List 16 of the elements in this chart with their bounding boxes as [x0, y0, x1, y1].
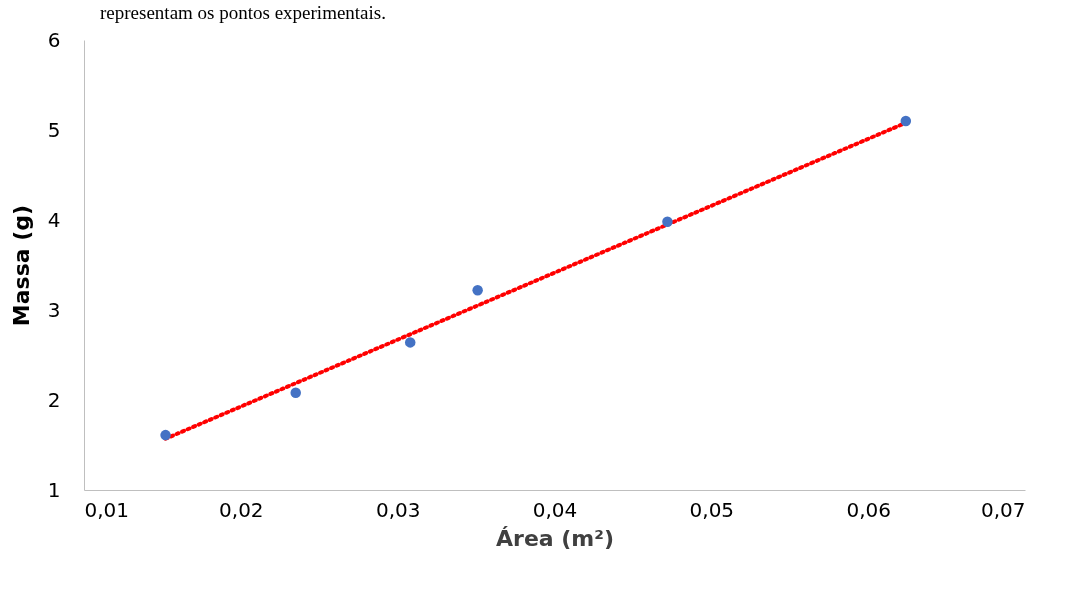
x-tick-label: 0,06	[846, 497, 891, 522]
y-tick-label: 4	[47, 207, 61, 232]
x-tick-label: 0,07	[980, 497, 1026, 522]
y-tick-label: 2	[47, 387, 61, 412]
text: representam os pontos experimentais.	[100, 2, 386, 24]
x-tick-label: 0,05	[689, 497, 735, 522]
y-tick-label: 1	[47, 477, 61, 502]
x-axis-title: Área (m²)	[496, 525, 614, 551]
x-tick-label: 0,01	[84, 497, 130, 522]
x-tick-label: 0,02	[219, 497, 264, 522]
x-tick-label: 0,04	[532, 497, 578, 522]
x-tick-label: 0,03	[375, 497, 421, 522]
y-tick-label: 5	[47, 117, 61, 142]
y-tick-label: 3	[47, 297, 61, 322]
y-tick-label: 6	[47, 27, 61, 52]
y-axis-title: Massa (g)	[8, 204, 34, 327]
